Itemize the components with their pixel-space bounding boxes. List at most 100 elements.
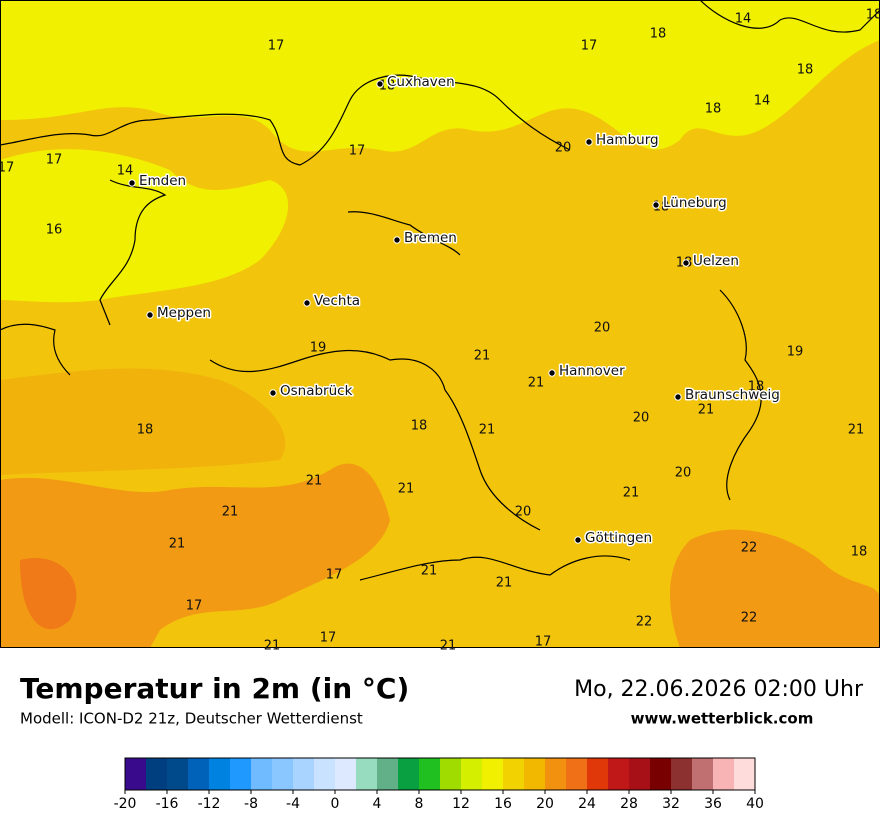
temperature-label: 21 [496,576,513,591]
temperature-label: 17 [535,635,552,650]
colorbar-segment [335,758,357,790]
city-dot [146,311,154,319]
temperature-label: 18 [797,63,814,78]
city-label: Uelzen [693,253,739,269]
temperature-label: 18 [851,545,868,560]
temperature-label: 22 [741,611,758,626]
colorbar-segment [398,758,420,790]
colorbar-segment [293,758,315,790]
temperature-label: 21 [698,403,715,418]
temperature-label: 22 [741,541,758,556]
colorbar-tick-label: 8 [415,796,424,812]
city-label: Emden [139,173,186,189]
subtitle: Modell: ICON-D2 21z, Deutscher Wetterdie… [20,710,363,728]
temperature-label: 21 [474,349,491,364]
temperature-label: 18 [650,27,667,42]
colorbar-segment [167,758,189,790]
colorbar-segment [230,758,252,790]
border [719,289,762,501]
city-dot [682,259,690,267]
warm-zone-yellow [0,149,289,303]
temperature-label: 14 [117,164,134,179]
mild-zone [0,368,286,475]
temperature-label: 20 [515,505,532,520]
website: www.wetterblick.com [631,710,814,728]
border [209,350,541,531]
colorbar-segment [356,758,378,790]
city-dot [269,389,277,397]
colorbar-tick-label: 4 [373,796,382,812]
colorbar-segment [587,758,609,790]
temperature-label: 19 [787,345,804,360]
city-dot [585,138,593,146]
colorbar-tick-label: -12 [198,796,221,812]
temperature-label: 21 [421,564,438,579]
temperature-label: 21 [169,537,186,552]
temperature-label: 18 [411,419,428,434]
colorbar-tick-label: 32 [662,796,680,812]
colorbar-segment [692,758,714,790]
colorbar-tick-label: -8 [244,796,258,812]
temperature-label: 20 [675,466,692,481]
colorbar-segment [482,758,504,790]
colorbar-tick-label: -16 [156,796,179,812]
temperature-label: 17 [186,599,203,614]
city-dot [574,536,582,544]
temperature-label: 17 [46,153,63,168]
city-dot [128,179,136,187]
coastline [699,0,880,33]
colorbar-segment [608,758,630,790]
temperature-label: 14 [735,12,752,27]
temperature-label: 17 [326,568,343,583]
temperature-label: 20 [633,411,650,426]
city-label: Vechta [314,293,360,309]
colorbar-segment [209,758,231,790]
temperature-label: 18 [748,380,765,395]
coastline [0,74,571,166]
temperature-label: 21 [440,639,457,654]
colorbar-segment [524,758,546,790]
colorbar-segment [272,758,294,790]
city-label: Cuxhaven [387,74,455,90]
colorbar-segment [713,758,735,790]
coastlines [0,0,880,581]
colorbar-tick-label: 36 [704,796,722,812]
temperature-label: 19 [310,341,327,356]
city-dot [376,80,384,88]
colorbar-segment [188,758,210,790]
colorbar-segment [461,758,483,790]
colorbar-tick-label: 24 [578,796,596,812]
temperature-label: 14 [754,94,771,109]
border [359,555,631,581]
map-area: 17 17 18 14 18 18 14 18 18 20 17 17 17 14 16 18 18 20 19 19… [0,0,880,654]
city-label: Bremen [404,230,457,246]
temperature-label: 21 [479,423,496,438]
hot-zone-orange [670,529,880,648]
colorbar-segment [734,758,756,790]
colorbar-tick-label: 20 [536,796,554,812]
colorbar-segment [440,758,462,790]
city-dot [393,236,401,244]
colorbar-segment [146,758,168,790]
temperature-label: 17 [268,39,285,54]
colorbar-segment [251,758,273,790]
temperature-label: 17 [581,39,598,54]
city-label: Osnabrück [280,383,353,399]
city-label: Lüneburg [663,195,727,211]
temperature-label: 21 [264,639,281,654]
temperature-label: 18 [137,423,154,438]
city-dot [652,201,660,209]
border [0,323,71,376]
colorbar-tick-label: 28 [620,796,638,812]
hot-spot [20,558,77,630]
title: Temperatur in 2m (in °C) [20,672,409,705]
temperature-label: 21 [398,482,415,497]
colorbar-segment [314,758,336,790]
colorbar-segment [671,758,693,790]
colorbar-tick-label: 16 [494,796,512,812]
city-dot [548,369,556,377]
colorbar-segment [545,758,567,790]
colorbar-segment [377,758,399,790]
